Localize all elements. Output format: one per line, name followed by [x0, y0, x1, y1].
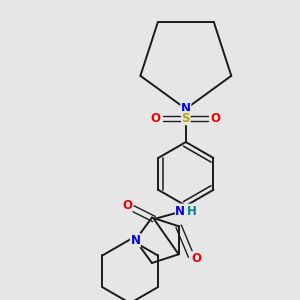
Text: S: S [182, 112, 190, 124]
Text: NH: NH [176, 205, 196, 218]
Text: H: H [187, 205, 196, 218]
Text: O: O [211, 112, 221, 124]
Text: O: O [191, 252, 202, 265]
Text: N: N [181, 102, 191, 115]
Text: O: O [151, 112, 161, 124]
Text: N: N [175, 205, 185, 218]
Text: N: N [130, 234, 140, 247]
Text: O: O [122, 199, 132, 212]
